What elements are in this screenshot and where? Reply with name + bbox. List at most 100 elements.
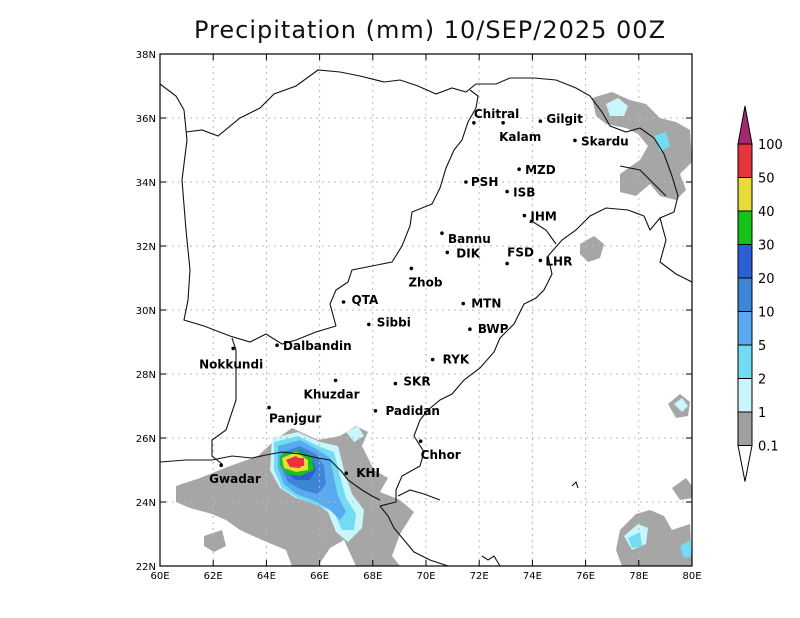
y-tick-label: 28N xyxy=(136,370,156,381)
city-marker xyxy=(393,381,398,386)
city-label: Chhor xyxy=(421,448,461,462)
city-label: Dalbandin xyxy=(283,339,352,353)
precip-area-light xyxy=(580,236,604,262)
city-marker xyxy=(367,322,371,327)
city-marker xyxy=(418,439,423,444)
colorbar-bottom-arrow xyxy=(737,445,753,482)
city-marker xyxy=(275,343,279,348)
y-tick-label: 38N xyxy=(136,50,156,61)
city-marker xyxy=(522,213,527,218)
city-label: Bannu xyxy=(448,232,491,246)
city-label: Gwadar xyxy=(209,472,261,486)
precip-area-2mm xyxy=(674,398,688,412)
city-marker xyxy=(267,405,271,410)
colorbar-swatch xyxy=(737,378,753,413)
colorbar-label: 10 xyxy=(758,306,775,321)
precip-area-light xyxy=(592,92,692,200)
city-marker xyxy=(573,138,577,143)
border-line xyxy=(160,83,337,345)
city-label: KHI xyxy=(356,466,380,480)
x-tick-label: 74E xyxy=(523,571,542,582)
city-markers: Chitral Gilgit Kalam Skardu MZD PSH ISB JHM Bann… xyxy=(199,107,629,486)
coastline xyxy=(571,480,579,489)
y-tick-label: 36N xyxy=(136,114,156,125)
colorbar-swatch xyxy=(737,177,753,212)
city-marker xyxy=(461,301,466,306)
precip-area-light xyxy=(204,530,226,552)
precip-area-5mm xyxy=(654,132,670,152)
colorbar-swatch xyxy=(737,143,753,178)
precip-area-light xyxy=(616,510,692,566)
coastline xyxy=(481,555,501,566)
colorbar-label: 100 xyxy=(758,138,783,153)
x-tick-label: 76E xyxy=(576,571,595,582)
y-axis-ticks: 22N 24N 26N 28N 30N 32N 34N 36N 38N xyxy=(136,50,692,573)
city-label: FSD xyxy=(507,246,534,260)
city-label: DIK xyxy=(456,246,480,260)
border-line xyxy=(329,89,479,327)
border-line xyxy=(379,255,553,507)
city-label: LHR xyxy=(545,254,572,268)
city-marker xyxy=(440,231,444,235)
colorbar-label: 50 xyxy=(758,172,775,187)
city-label: Padidan xyxy=(385,404,440,418)
colorbar: 100 50 40 30 20 10 5 2 1 0.1 xyxy=(737,105,783,482)
map-title: Precipitation (mm) 10/SEP/2025 00Z xyxy=(193,16,667,44)
y-tick-label: 34N xyxy=(136,178,156,189)
colorbar-label: 30 xyxy=(758,239,775,254)
city-marker xyxy=(373,409,378,413)
city-marker xyxy=(344,471,349,476)
city-marker xyxy=(464,180,468,184)
city-label: Kalam xyxy=(499,130,541,144)
y-tick-label: 30N xyxy=(136,306,156,317)
border-line xyxy=(659,217,692,283)
colorbar-swatch xyxy=(737,344,753,379)
city-label: BWP xyxy=(478,322,509,336)
precip-area-2mm xyxy=(606,98,628,116)
city-marker xyxy=(231,346,235,351)
city-marker xyxy=(501,121,505,125)
city-marker xyxy=(505,261,509,266)
colorbar-label: 1 xyxy=(758,406,766,421)
city-label: Gilgit xyxy=(546,112,583,126)
city-marker xyxy=(468,327,472,332)
precipitation-field xyxy=(176,92,692,566)
city-label: JHM xyxy=(529,210,556,224)
x-axis-ticks: 60E 62E 64E 66E 68E 70E 72E 74E 76E 78E 80E xyxy=(150,54,702,582)
city-marker xyxy=(505,189,509,194)
city-label: SKR xyxy=(403,375,430,389)
city-marker xyxy=(219,463,223,468)
colorbar-swatch xyxy=(737,411,753,446)
map-gridlines xyxy=(160,54,692,566)
city-marker xyxy=(472,121,476,125)
colorbar-label: 40 xyxy=(758,205,775,220)
city-label: Skardu xyxy=(581,134,629,148)
city-label: QTA xyxy=(352,293,379,307)
border-line xyxy=(619,165,667,197)
x-tick-label: 60E xyxy=(150,571,169,582)
x-tick-label: 64E xyxy=(257,571,276,582)
city-label: Chitral xyxy=(474,107,519,121)
y-tick-label: 26N xyxy=(136,434,156,445)
border-line xyxy=(211,337,237,465)
country-borders xyxy=(160,69,692,566)
y-tick-label: 24N xyxy=(136,498,156,509)
precip-area-light xyxy=(672,478,692,500)
colorbar-label: 20 xyxy=(758,272,775,287)
border-line xyxy=(529,219,557,245)
city-label: PSH xyxy=(471,175,498,189)
colorbar-swatch xyxy=(737,311,753,346)
precip-area-light xyxy=(330,448,354,472)
city-marker xyxy=(430,357,435,362)
coastline xyxy=(379,505,449,566)
precip-area-100mm xyxy=(296,458,304,466)
city-marker xyxy=(538,258,543,263)
city-marker xyxy=(538,119,543,123)
coastline xyxy=(397,489,441,501)
city-label: Sibbi xyxy=(377,315,411,329)
colorbar-label: 2 xyxy=(758,373,766,388)
city-label: Panjgur xyxy=(269,412,321,426)
precip-area-5mm xyxy=(680,540,692,558)
x-tick-label: 70E xyxy=(416,571,435,582)
